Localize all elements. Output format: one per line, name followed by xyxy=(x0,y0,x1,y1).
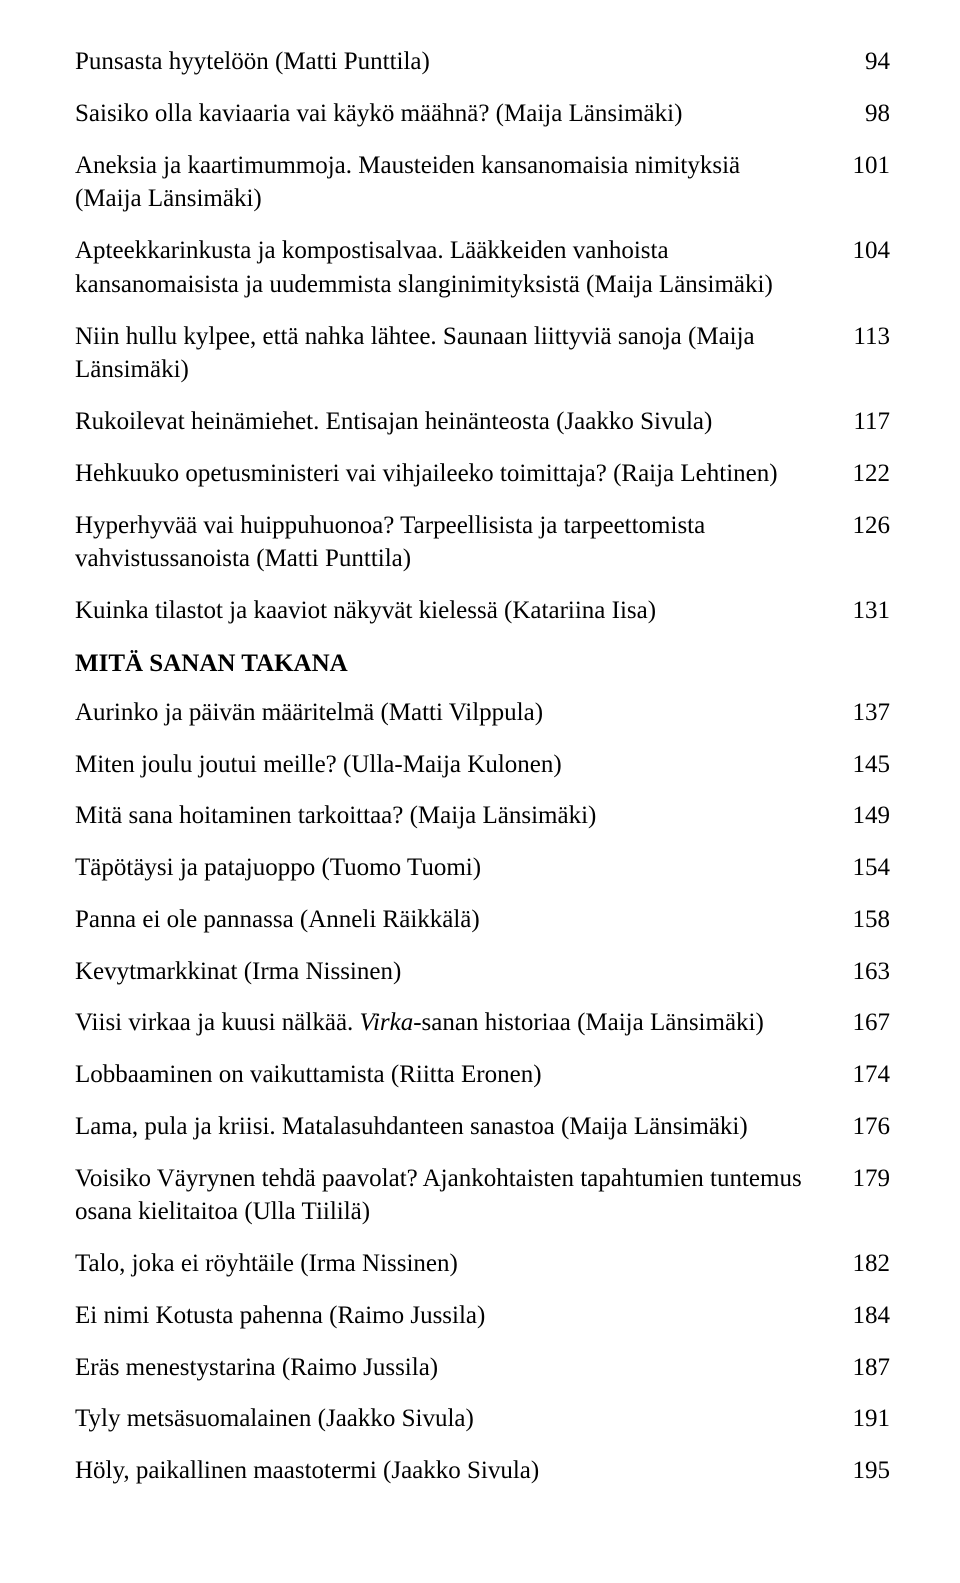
toc-entry: Kevytmarkkinat (Irma Nissinen)163 xyxy=(75,955,890,989)
toc-entry-page: 126 xyxy=(840,509,890,543)
toc-entry-title: Tyly metsäsuomalainen (Jaakko Sivula) xyxy=(75,1402,840,1436)
toc-entry-page: 158 xyxy=(840,903,890,937)
toc-entry-page: 98 xyxy=(840,97,890,131)
toc-entry: Mitä sana hoitaminen tarkoittaa? (Maija … xyxy=(75,799,890,833)
toc-entry-page: 195 xyxy=(840,1454,890,1488)
toc-entry-title: Panna ei ole pannassa (Anneli Räikkälä) xyxy=(75,903,840,937)
toc-entry-title: Hehkuuko opetusministeri vai vihjaileeko… xyxy=(75,457,840,491)
toc-entry-page: 94 xyxy=(840,45,890,79)
toc-entry: Lobbaaminen on vaikuttamista (Riitta Ero… xyxy=(75,1058,890,1092)
toc-entry-page: 149 xyxy=(840,799,890,833)
toc-entry-page: 104 xyxy=(840,234,890,268)
toc-entry-page: 122 xyxy=(840,457,890,491)
toc-entry: Tyly metsäsuomalainen (Jaakko Sivula)191 xyxy=(75,1402,890,1436)
toc-entry-title: Mitä sana hoitaminen tarkoittaa? (Maija … xyxy=(75,799,840,833)
toc-entry: Panna ei ole pannassa (Anneli Räikkälä)1… xyxy=(75,903,890,937)
toc-entry-page: 137 xyxy=(840,696,890,730)
toc-entry: Talo, joka ei röyhtäile (Irma Nissinen)1… xyxy=(75,1247,890,1281)
toc-entry: Ei nimi Kotusta pahenna (Raimo Jussila)1… xyxy=(75,1299,890,1333)
toc-entry: Höly, paikallinen maastotermi (Jaakko Si… xyxy=(75,1454,890,1488)
toc-entry-title: Hyperhyvää vai huippuhuonoa? Tarpeellisi… xyxy=(75,509,840,577)
toc-entry: Täpötäysi ja patajuoppo (Tuomo Tuomi)154 xyxy=(75,851,890,885)
toc-entry-title: Eräs menestystarina (Raimo Jussila) xyxy=(75,1351,840,1385)
toc-entry: Voisiko Väyrynen tehdä paavolat? Ajankoh… xyxy=(75,1162,890,1230)
toc-entry: Aneksia ja kaartimummoja. Mausteiden kan… xyxy=(75,149,890,217)
toc-entry: Punsasta hyytelöön (Matti Punttila)94 xyxy=(75,45,890,79)
toc-entry-page: 163 xyxy=(840,955,890,989)
toc-entry-title: Talo, joka ei röyhtäile (Irma Nissinen) xyxy=(75,1247,840,1281)
toc-entry-title: Kevytmarkkinat (Irma Nissinen) xyxy=(75,955,840,989)
toc-entry-title: Kuinka tilastot ja kaaviot näkyvät kiele… xyxy=(75,594,840,628)
toc-entry-page: 187 xyxy=(840,1351,890,1385)
toc-entry-title: Aneksia ja kaartimummoja. Mausteiden kan… xyxy=(75,149,840,217)
toc-entry-page: 184 xyxy=(840,1299,890,1333)
toc-entry: Aurinko ja päivän määritelmä (Matti Vilp… xyxy=(75,696,890,730)
toc-entry: Apteekkarinkusta ja kompostisalvaa. Lääk… xyxy=(75,234,890,302)
toc-entry-page: 167 xyxy=(840,1006,890,1040)
toc-entry-title: Viisi virkaa ja kuusi nälkää. Virka-sana… xyxy=(75,1006,840,1040)
toc-entry-title: Täpötäysi ja patajuoppo (Tuomo Tuomi) xyxy=(75,851,840,885)
toc-entry: Niin hullu kylpee, että nahka lähtee. Sa… xyxy=(75,320,890,388)
toc-entry-page: 131 xyxy=(840,594,890,628)
toc-entry-title: Rukoilevat heinämiehet. Entisajan heinän… xyxy=(75,405,840,439)
toc-entry-title: Aurinko ja päivän määritelmä (Matti Vilp… xyxy=(75,696,840,730)
toc-entry: Viisi virkaa ja kuusi nälkää. Virka-sana… xyxy=(75,1006,890,1040)
toc-entry-title: Saisiko olla kaviaaria vai käykö määhnä?… xyxy=(75,97,840,131)
toc-entry-page: 174 xyxy=(840,1058,890,1092)
toc-entry: Saisiko olla kaviaaria vai käykö määhnä?… xyxy=(75,97,890,131)
toc-entry: Miten joulu joutui meille? (Ulla-Maija K… xyxy=(75,748,890,782)
toc-entry-title: Miten joulu joutui meille? (Ulla-Maija K… xyxy=(75,748,840,782)
toc-entry: Hehkuuko opetusministeri vai vihjaileeko… xyxy=(75,457,890,491)
toc-entry: Eräs menestystarina (Raimo Jussila)187 xyxy=(75,1351,890,1385)
toc-section-bottom: Aurinko ja päivän määritelmä (Matti Vilp… xyxy=(75,696,890,1488)
toc-entry: Rukoilevat heinämiehet. Entisajan heinän… xyxy=(75,405,890,439)
toc-entry: Kuinka tilastot ja kaaviot näkyvät kiele… xyxy=(75,594,890,628)
toc-entry-page: 113 xyxy=(840,320,890,354)
toc-entry-title: Punsasta hyytelöön (Matti Punttila) xyxy=(75,45,840,79)
toc-entry-page: 145 xyxy=(840,748,890,782)
toc-entry-page: 101 xyxy=(840,149,890,183)
toc-entry-page: 154 xyxy=(840,851,890,885)
toc-section-top: Punsasta hyytelöön (Matti Punttila)94Sai… xyxy=(75,45,890,628)
toc-entry-page: 176 xyxy=(840,1110,890,1144)
toc-entry-title: Lama, pula ja kriisi. Matalasuhdanteen s… xyxy=(75,1110,840,1144)
toc-entry-title: Lobbaaminen on vaikuttamista (Riitta Ero… xyxy=(75,1058,840,1092)
toc-entry: Hyperhyvää vai huippuhuonoa? Tarpeellisi… xyxy=(75,509,890,577)
toc-entry: Lama, pula ja kriisi. Matalasuhdanteen s… xyxy=(75,1110,890,1144)
toc-entry-title: Niin hullu kylpee, että nahka lähtee. Sa… xyxy=(75,320,840,388)
section-heading: MITÄ SANAN TAKANA xyxy=(75,650,890,678)
toc-entry-page: 179 xyxy=(840,1162,890,1196)
toc-entry-title: Höly, paikallinen maastotermi (Jaakko Si… xyxy=(75,1454,840,1488)
toc-entry-title: Voisiko Väyrynen tehdä paavolat? Ajankoh… xyxy=(75,1162,840,1230)
toc-entry-title: Ei nimi Kotusta pahenna (Raimo Jussila) xyxy=(75,1299,840,1333)
toc-entry-title: Apteekkarinkusta ja kompostisalvaa. Lääk… xyxy=(75,234,840,302)
toc-entry-page: 117 xyxy=(840,405,890,439)
toc-entry-page: 191 xyxy=(840,1402,890,1436)
toc-entry-page: 182 xyxy=(840,1247,890,1281)
